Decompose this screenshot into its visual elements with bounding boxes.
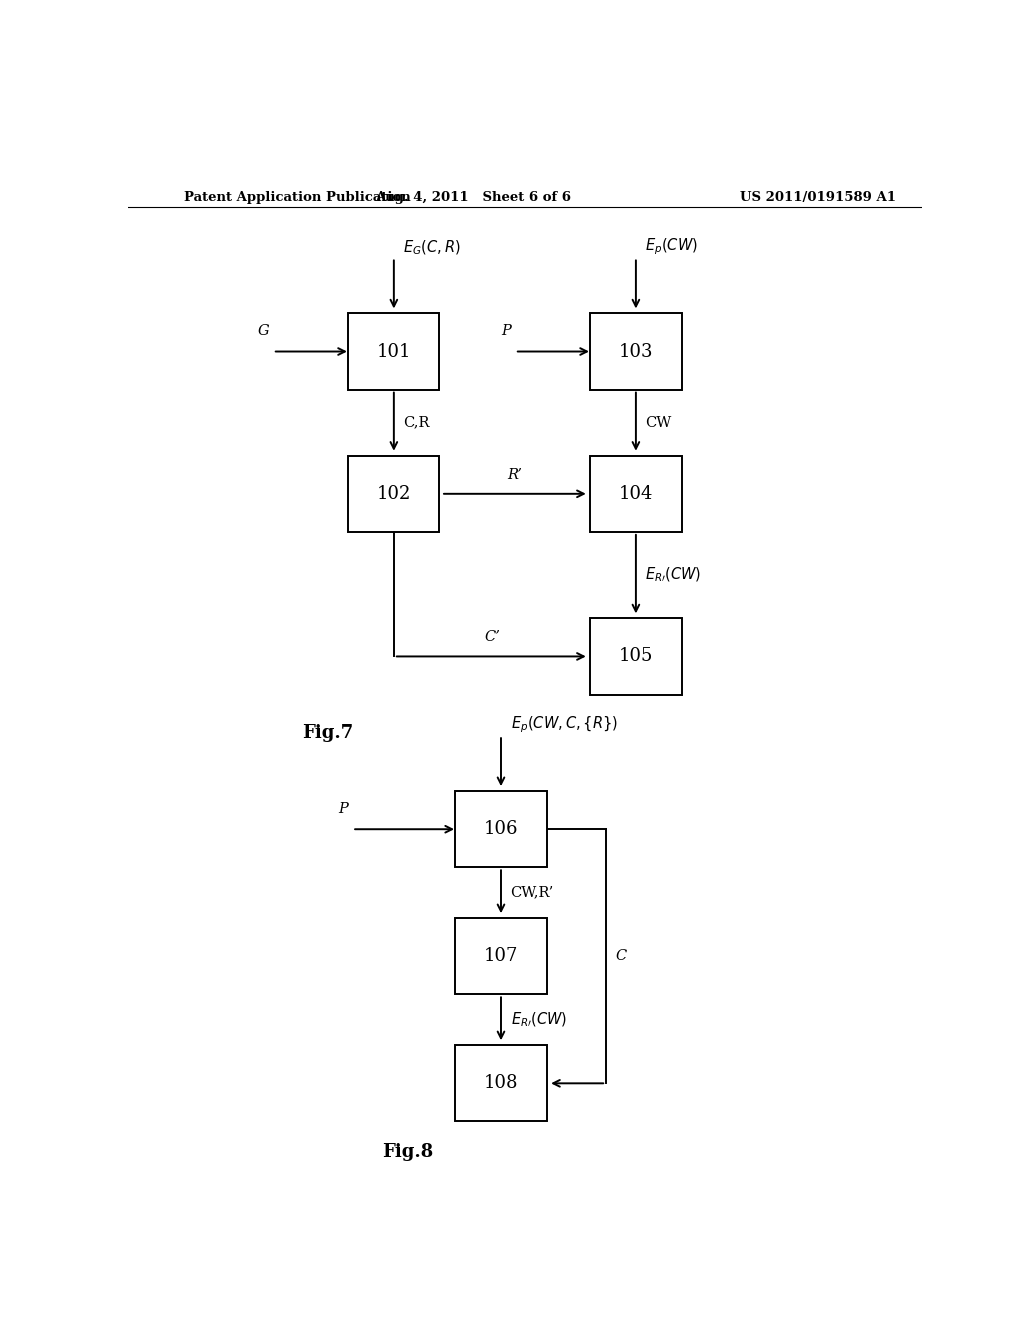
- Bar: [590, 313, 682, 389]
- Text: 108: 108: [483, 1074, 518, 1093]
- Text: 105: 105: [618, 647, 653, 665]
- Text: Patent Application Publication: Patent Application Publication: [183, 190, 411, 203]
- Text: 104: 104: [618, 484, 653, 503]
- Bar: [456, 791, 547, 867]
- Text: $E_p(CW)$: $E_p(CW)$: [645, 236, 698, 257]
- Text: C,R: C,R: [403, 416, 430, 430]
- Bar: [348, 313, 439, 389]
- Text: 106: 106: [483, 820, 518, 838]
- Text: CW: CW: [645, 416, 672, 430]
- Text: P: P: [501, 325, 511, 338]
- Text: C’: C’: [484, 630, 500, 644]
- Text: P: P: [338, 803, 348, 816]
- Text: 103: 103: [618, 342, 653, 360]
- Text: 102: 102: [377, 484, 411, 503]
- Text: 101: 101: [377, 342, 411, 360]
- Text: $E_G(C,R)$: $E_G(C,R)$: [403, 239, 461, 257]
- Bar: [590, 618, 682, 694]
- Text: Aug. 4, 2011   Sheet 6 of 6: Aug. 4, 2011 Sheet 6 of 6: [375, 190, 571, 203]
- Text: Fig.8: Fig.8: [382, 1143, 433, 1162]
- Bar: [456, 919, 547, 994]
- Text: US 2011/0191589 A1: US 2011/0191589 A1: [740, 190, 896, 203]
- Text: $E_{R\prime}(CW)$: $E_{R\prime}(CW)$: [645, 566, 701, 585]
- Text: $E_{R\prime}(CW)$: $E_{R\prime}(CW)$: [511, 1011, 567, 1030]
- Text: G: G: [257, 325, 269, 338]
- Bar: [456, 1045, 547, 1122]
- Bar: [348, 455, 439, 532]
- Text: CW,R’: CW,R’: [511, 886, 554, 900]
- Text: C: C: [615, 949, 627, 964]
- Text: 107: 107: [483, 948, 518, 965]
- Text: Fig.7: Fig.7: [303, 723, 354, 742]
- Text: $E_p(CW,C,\{R\})$: $E_p(CW,C,\{R\})$: [511, 714, 617, 735]
- Text: R’: R’: [507, 467, 522, 482]
- Bar: [590, 455, 682, 532]
